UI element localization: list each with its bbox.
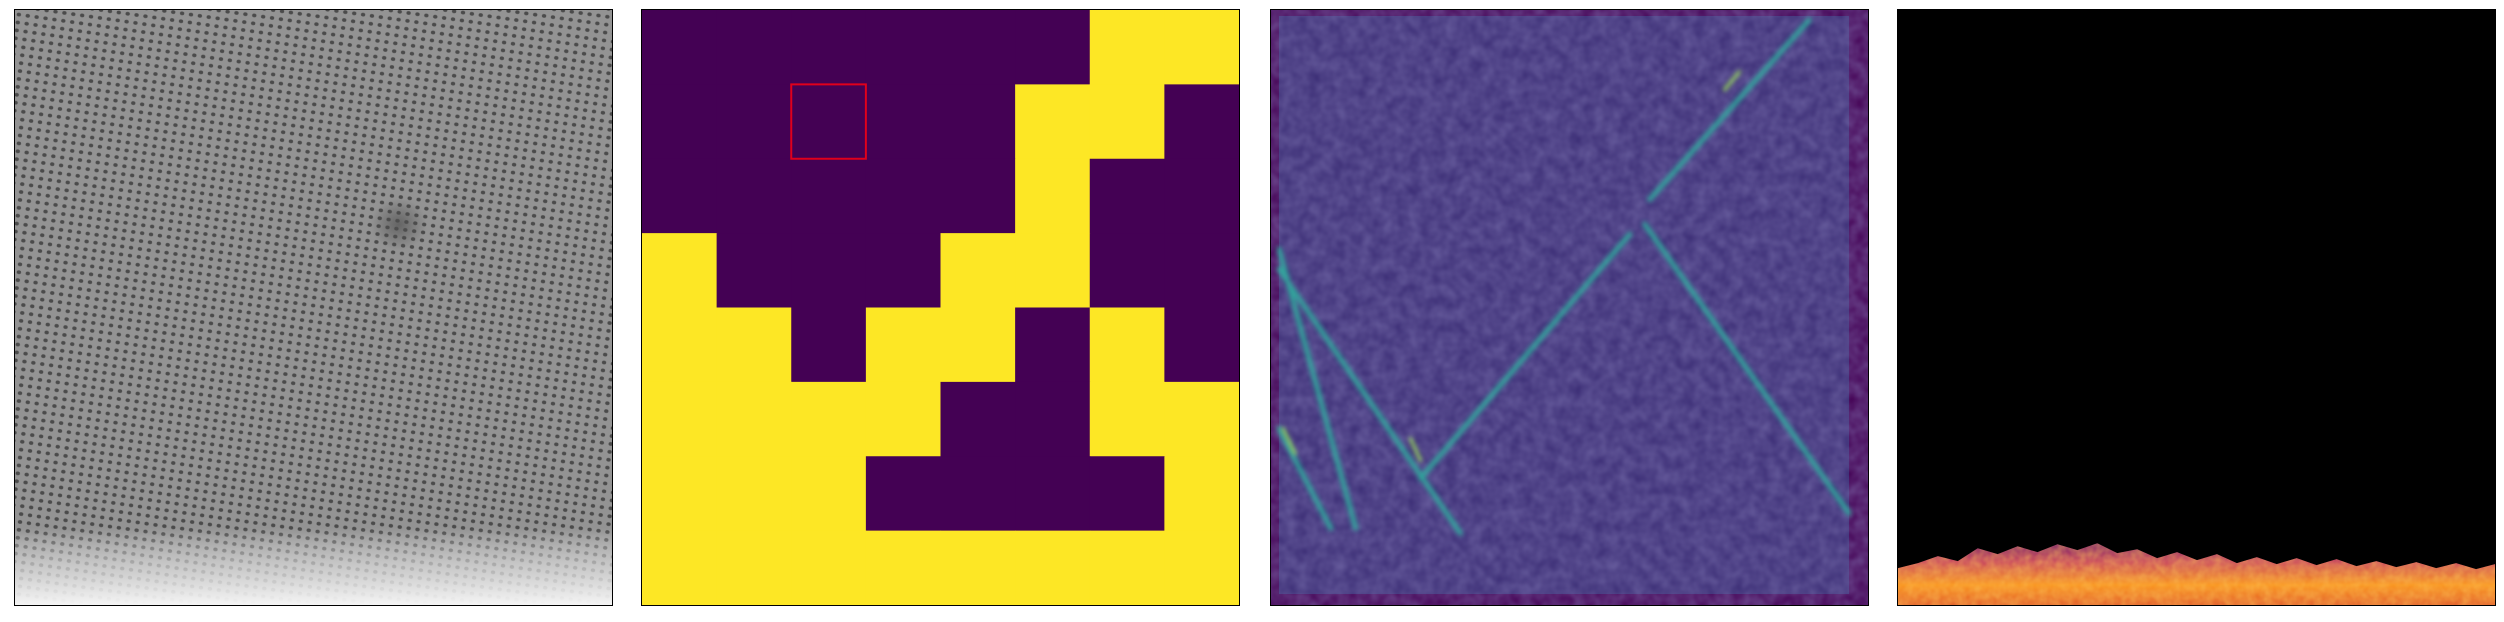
mask-cell: [1015, 307, 1091, 383]
mask-cell: [1089, 381, 1165, 457]
mask-cell: [791, 10, 867, 85]
mask-cell: [940, 530, 1016, 605]
mask-cell: [1089, 84, 1165, 160]
mask-cell: [1015, 84, 1091, 160]
mask-cell: [865, 456, 942, 532]
highlight-box: [790, 83, 867, 160]
defect-map-panel: [1270, 9, 1869, 606]
mask-cell: [1164, 381, 1239, 457]
mask-cell: [1089, 158, 1165, 234]
mask-cell: [940, 307, 1016, 383]
mask-cell: [1089, 456, 1165, 532]
mask-cell: [642, 530, 718, 605]
mask-cell: [642, 158, 718, 234]
defect-map: [1271, 10, 1868, 605]
mask-cell: [716, 233, 792, 309]
sem-image: [15, 10, 612, 605]
mask-cell: [791, 84, 867, 160]
mask-cell: [865, 158, 942, 234]
mask-cell: [940, 233, 1016, 309]
mask-cell: [1164, 233, 1239, 309]
mask-cell: [1015, 456, 1091, 532]
mask-cell: [791, 233, 867, 309]
mask-cell: [791, 381, 867, 457]
mask-cell: [1089, 307, 1165, 383]
mask-cell: [642, 10, 718, 85]
mask-cell: [865, 381, 942, 457]
mask-cell: [716, 84, 792, 160]
mask-cell: [716, 10, 792, 85]
mask-cell: [642, 84, 718, 160]
mask-cell: [940, 10, 1016, 85]
mask-cell: [940, 158, 1016, 234]
binary-mask-panel: [641, 9, 1240, 606]
mask-cell: [865, 10, 942, 85]
inferno-map-panel: [1897, 9, 2496, 606]
mask-cell: [1164, 158, 1239, 234]
mask-cell: [791, 456, 867, 532]
mask-cell: [716, 456, 792, 532]
mask-cell: [940, 84, 1016, 160]
mask-cell: [791, 530, 867, 605]
sem-image-panel: [14, 9, 613, 606]
mask-cell: [1015, 233, 1091, 309]
mask-cell: [1164, 84, 1239, 160]
binary-mask: [642, 10, 1239, 605]
mask-cell: [865, 307, 942, 383]
mask-cell: [642, 381, 718, 457]
mask-cell: [791, 307, 867, 383]
mask-cell: [865, 84, 942, 160]
mask-cell: [1164, 530, 1239, 605]
mask-cell: [1015, 10, 1091, 85]
mask-cell: [865, 530, 942, 605]
mask-cell: [716, 530, 792, 605]
mask-cell: [1089, 10, 1165, 85]
mask-cell: [1164, 307, 1239, 383]
mask-cell: [1089, 530, 1165, 605]
mask-cell: [1164, 456, 1239, 532]
mask-cell: [940, 456, 1016, 532]
inferno-map: [1898, 10, 2495, 605]
mask-cell: [716, 158, 792, 234]
mask-cell: [1015, 158, 1091, 234]
mask-cell: [642, 307, 718, 383]
mask-cell: [1015, 381, 1091, 457]
mask-cell: [642, 233, 718, 309]
mask-cell: [716, 381, 792, 457]
mask-cell: [716, 307, 792, 383]
mask-cell: [1164, 10, 1239, 85]
mask-cell: [1015, 530, 1091, 605]
mask-cell: [940, 381, 1016, 457]
mask-cell: [642, 456, 718, 532]
mask-cell: [865, 233, 942, 309]
mask-cell: [1089, 233, 1165, 309]
mask-cell: [791, 158, 867, 234]
